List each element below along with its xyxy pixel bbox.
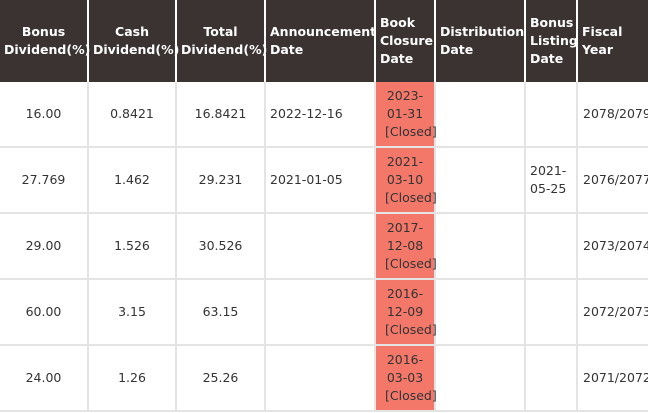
- announcement-date-cell: [265, 345, 376, 412]
- fiscal-year-cell: 2071/2072: [577, 345, 648, 412]
- bonus-listing-date-cell: [525, 279, 578, 346]
- book-closure-date-text: 2023-01-31 [Closed]: [385, 88, 437, 139]
- cash-dividend-cell: 3.15: [88, 279, 177, 346]
- cash-dividend-cell: 0.8421: [88, 82, 177, 148]
- column-header-announcement-date[interactable]: Announcement Date: [265, 0, 376, 82]
- bonus-dividend-cell: 60.00: [0, 279, 89, 346]
- distribution-date-cell: [435, 82, 526, 148]
- table-row: 60.00 3.15 63.15 2016-12-09 [Closed] 207…: [0, 279, 648, 346]
- bonus-dividend-cell: 16.00: [0, 82, 89, 148]
- column-header-book-closure-date[interactable]: Book Closure Date: [375, 0, 436, 82]
- total-dividend-cell: 30.526: [176, 213, 266, 280]
- distribution-date-cell: [435, 345, 526, 412]
- table-header-row: Bonus Dividend(%) Cash Dividend(%) Total…: [0, 0, 648, 82]
- book-closure-date-text: 2016-03-03 [Closed]: [385, 352, 437, 403]
- book-closure-date-text: 2017-12-08 [Closed]: [385, 220, 437, 271]
- bonus-listing-date-cell: [525, 82, 578, 148]
- book-closure-date-cell: 2017-12-08 [Closed]: [375, 213, 437, 280]
- column-header-cash-dividend[interactable]: Cash Dividend(%): [88, 0, 179, 82]
- table-row: 27.769 1.462 29.231 2021-01-05 2021-03-1…: [0, 147, 648, 214]
- bonus-listing-date-cell: 2021-05-25: [525, 147, 578, 214]
- announcement-date-cell: 2022-12-16: [265, 82, 376, 148]
- column-header-total-dividend[interactable]: Total Dividend(%): [176, 0, 267, 82]
- total-dividend-cell: 29.231: [176, 147, 266, 214]
- cash-dividend-cell: 1.526: [88, 213, 177, 280]
- total-dividend-cell: 25.26: [176, 345, 266, 412]
- book-closure-date-cell: 2016-03-03 [Closed]: [375, 345, 437, 412]
- distribution-date-cell: [435, 279, 526, 346]
- fiscal-year-cell: 2072/2073: [577, 279, 648, 346]
- announcement-date-cell: [265, 279, 376, 346]
- column-header-bonus-dividend[interactable]: Bonus Dividend(%): [0, 0, 90, 82]
- column-header-distribution-date[interactable]: Distribution Date: [435, 0, 526, 82]
- distribution-date-cell: [435, 147, 526, 214]
- bonus-listing-date-cell: [525, 213, 578, 280]
- announcement-date-cell: [265, 213, 376, 280]
- bonus-dividend-cell: 29.00: [0, 213, 89, 280]
- announcement-date-cell: 2021-01-05: [265, 147, 376, 214]
- book-closure-date-text: 2021-03-10 [Closed]: [385, 154, 437, 205]
- bonus-listing-date-text: 2021-05-25: [530, 163, 567, 196]
- table-row: 16.00 0.8421 16.8421 2022-12-16 2023-01-…: [0, 82, 648, 148]
- total-dividend-cell: 63.15: [176, 279, 266, 346]
- column-header-bonus-listing-date[interactable]: Bonus Listing Date: [525, 0, 578, 82]
- bonus-dividend-cell: 27.769: [0, 147, 89, 214]
- bonus-dividend-cell: 24.00: [0, 345, 89, 412]
- book-closure-date-cell: 2016-12-09 [Closed]: [375, 279, 437, 346]
- table-row: 24.00 1.26 25.26 2016-03-03 [Closed] 207…: [0, 345, 648, 412]
- book-closure-date-text: 2016-12-09 [Closed]: [385, 286, 437, 337]
- total-dividend-cell: 16.8421: [176, 82, 266, 148]
- cash-dividend-cell: 1.462: [88, 147, 177, 214]
- bonus-listing-date-cell: [525, 345, 578, 412]
- cash-dividend-cell: 1.26: [88, 345, 177, 412]
- table-row: 29.00 1.526 30.526 2017-12-08 [Closed] 2…: [0, 213, 648, 280]
- book-closure-date-cell: 2023-01-31 [Closed]: [375, 82, 437, 148]
- fiscal-year-cell: 2073/2074: [577, 213, 648, 280]
- fiscal-year-cell: 2076/2077: [577, 147, 648, 214]
- distribution-date-cell: [435, 213, 526, 280]
- column-header-fiscal-year[interactable]: Fiscal Year: [577, 0, 648, 82]
- fiscal-year-cell: 2078/2079: [577, 82, 648, 148]
- book-closure-date-cell: 2021-03-10 [Closed]: [375, 147, 437, 214]
